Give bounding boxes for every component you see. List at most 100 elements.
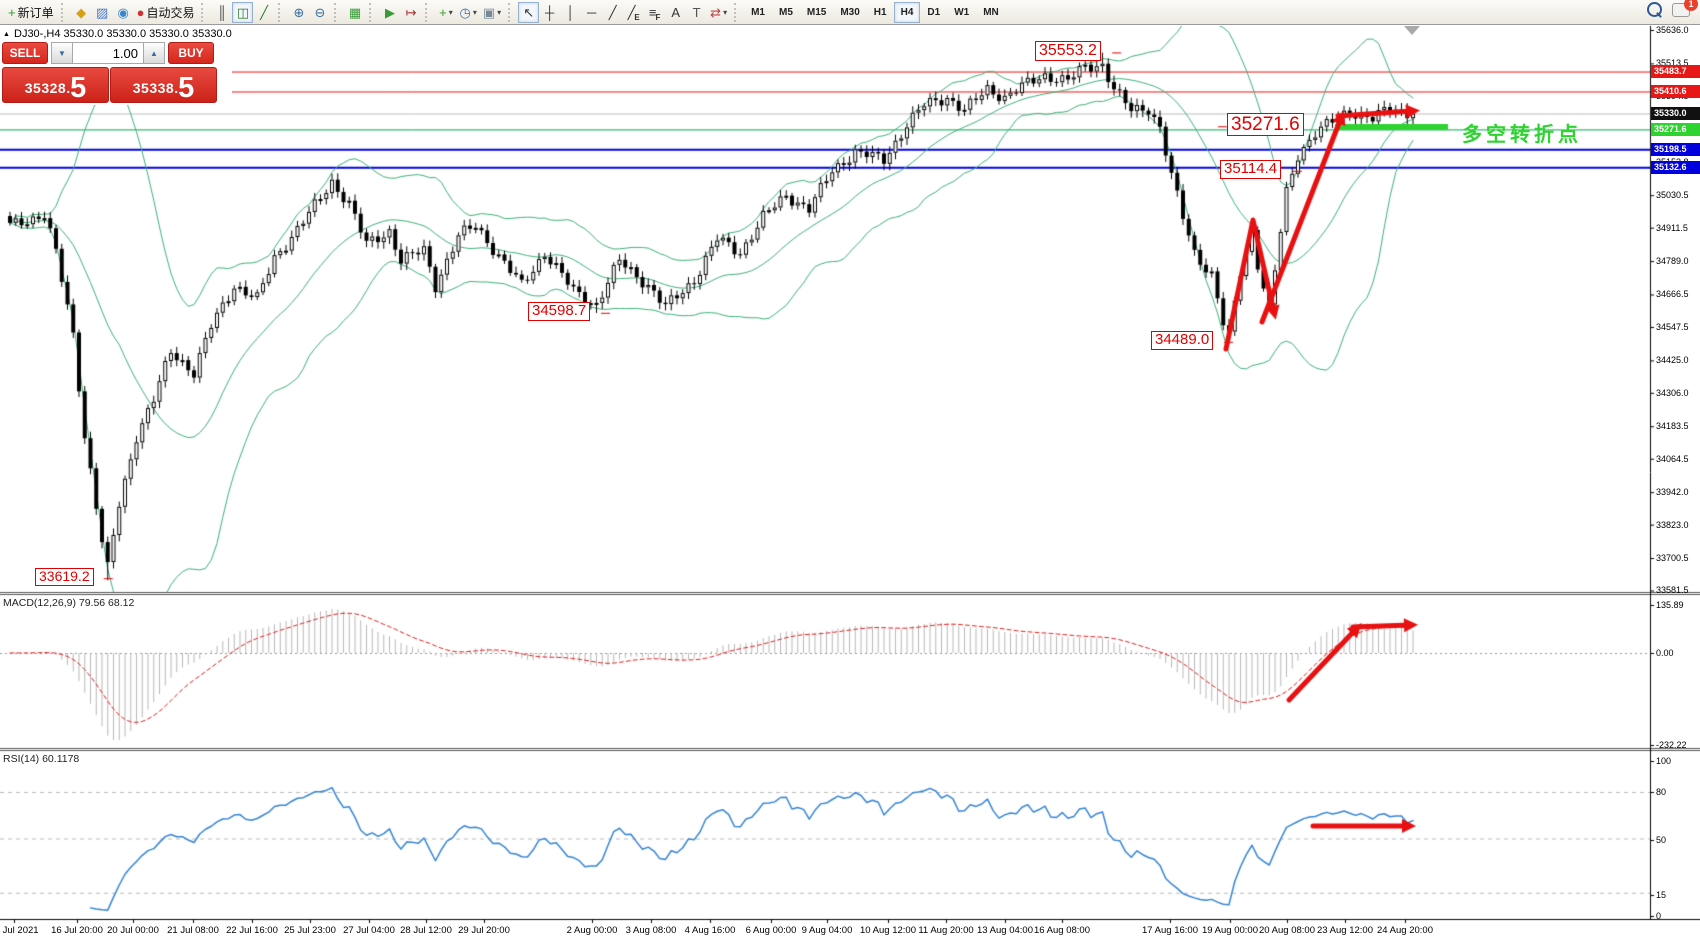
chevron-down-icon[interactable]: ▾ bbox=[448, 7, 453, 17]
time-axis-label: 25 Jul 23:00 bbox=[284, 925, 336, 936]
fibonacci-button[interactable]: ≡ F bbox=[644, 2, 665, 23]
price-axis-tick: 34911.5 bbox=[1656, 222, 1688, 233]
candlestick-chart-button[interactable]: ◫ bbox=[232, 1, 254, 23]
price-axis-tick: 35513.5 bbox=[1656, 58, 1689, 69]
price-axis-tick: 33823.0 bbox=[1656, 519, 1689, 530]
timeframe-m5[interactable]: M5 bbox=[772, 2, 800, 23]
timeframe-d1[interactable]: D1 bbox=[920, 2, 947, 23]
bar-chart-button[interactable]: ║ bbox=[211, 2, 232, 23]
horizontal-line-button[interactable]: ─ bbox=[581, 2, 602, 23]
line-chart-icon: ╱ bbox=[260, 4, 268, 20]
notifications-icon[interactable]: 1 bbox=[1672, 0, 1698, 22]
text-button[interactable]: A bbox=[665, 2, 686, 23]
chart-shift-marker[interactable] bbox=[1404, 26, 1420, 35]
fibonacci-icon: ≡ bbox=[648, 4, 657, 20]
chevron-down-icon[interactable]: ▾ bbox=[497, 7, 502, 17]
toolbar-group: ↖ ┼ │ ─ ╱ ╱ E ≡ F A T ⇄ ▾ bbox=[517, 0, 731, 25]
lot-decrease-button[interactable]: ▼ bbox=[51, 42, 73, 64]
indicators-button[interactable]: + ▾ bbox=[435, 2, 456, 23]
price-level-box: 35198.5 bbox=[1651, 142, 1700, 156]
signals-icon[interactable]: ◉ bbox=[113, 2, 134, 23]
rsi-axis-tick: 50 bbox=[1656, 835, 1667, 845]
tile-windows-button[interactable]: ▦ bbox=[344, 2, 365, 23]
search-icon[interactable] bbox=[1647, 2, 1662, 17]
timeframe-h1[interactable]: H1 bbox=[867, 2, 894, 23]
timeframe-m15[interactable]: M15 bbox=[800, 2, 833, 23]
ask-separator: . bbox=[174, 80, 179, 96]
label-button[interactable]: T bbox=[686, 2, 707, 23]
timeframe-w1[interactable]: W1 bbox=[947, 2, 976, 23]
timeframe-m1[interactable]: M1 bbox=[744, 2, 772, 23]
periods-icon: ◷ bbox=[459, 4, 471, 20]
line-chart-button[interactable]: ╱ bbox=[253, 2, 274, 23]
auto-scroll-button[interactable]: ▶ bbox=[379, 2, 400, 23]
price-level-box: 35410.6 bbox=[1651, 84, 1700, 98]
time-axis-label: 21 Jul 08:00 bbox=[167, 925, 219, 936]
time-axis-label: 20 Aug 08:00 bbox=[1259, 925, 1315, 936]
time-axis-label: 23 Aug 12:00 bbox=[1317, 925, 1373, 936]
vertical-line-icon: │ bbox=[566, 4, 575, 20]
timeframe-h4[interactable]: H4 bbox=[893, 1, 921, 23]
auto-scroll-icon: ▶ bbox=[384, 4, 395, 20]
zoom-in-button[interactable]: ⊕ bbox=[288, 2, 309, 23]
toolbar-group: ▶ ↦ bbox=[378, 0, 422, 25]
periods-button[interactable]: ◷ ▾ bbox=[456, 2, 479, 23]
templates-button[interactable]: ▣ ▾ bbox=[480, 2, 504, 23]
time-axis-label: 11 Aug 20:00 bbox=[918, 925, 974, 936]
cursor-button[interactable]: ↖ bbox=[518, 1, 540, 23]
chevron-down-icon[interactable]: ▾ bbox=[472, 7, 477, 17]
timeframe-mn[interactable]: MN bbox=[976, 2, 1006, 23]
rsi-axis-tick: 100 bbox=[1656, 756, 1672, 766]
time-axis-label: 20 Jul 00:00 bbox=[107, 925, 159, 936]
arrow-tools-icon: ⇄ bbox=[710, 4, 722, 20]
auto-trading-icon: ● bbox=[136, 4, 145, 20]
ask-price[interactable]: 35338. 5 bbox=[110, 67, 217, 103]
macd-axis-tick: -232.22 bbox=[1656, 740, 1687, 750]
price-annotation: 34489.0 bbox=[1151, 331, 1214, 350]
auto-trading-button-label: 自动交易 bbox=[146, 5, 195, 20]
lot-size-value[interactable]: 1.00 bbox=[73, 42, 143, 64]
macd-axis-tick: 0.00 bbox=[1656, 648, 1674, 658]
price-axis-tick: 34064.5 bbox=[1656, 453, 1689, 464]
toolbar: + 新订单 ◆ ▨ ◉ ● 自动交易 ║ ◫ ╱ ⊕ ⊖ ▦ ▶ ↦ + ▾ ◷ ▾ ▣ ▾ ↖ ┼ │ ─ ╱ ╱ E ≡ F A T ⇄ ▾ M… bbox=[0, 0, 1700, 25]
time-axis-label: 4 Aug 16:00 bbox=[684, 925, 736, 936]
crosshair-button[interactable]: ┼ bbox=[539, 2, 560, 23]
time-axis-label: 2 Aug 00:00 bbox=[566, 925, 618, 936]
time-axis-label: 27 Jul 04:00 bbox=[343, 925, 395, 936]
trendline-button[interactable]: ╱ bbox=[602, 2, 623, 23]
rsi-axis-tick: 15 bbox=[1656, 890, 1667, 900]
price-annotation: 34598.7 bbox=[528, 302, 591, 321]
publish-chart-icon[interactable]: ▨ bbox=[92, 2, 113, 23]
vertical-line-button[interactable]: │ bbox=[560, 2, 581, 23]
lot-increase-button[interactable]: ▲ bbox=[143, 42, 165, 64]
rsi-axis-tick: 80 bbox=[1656, 787, 1667, 797]
toolbar-group: ⊕ ⊖ bbox=[287, 0, 331, 25]
new-order-button[interactable]: + 新订单 bbox=[5, 2, 57, 23]
market-watch-icon[interactable]: ◆ bbox=[71, 2, 92, 23]
bid-price[interactable]: 35328. 5 bbox=[2, 67, 109, 103]
equidistant-channel-button[interactable]: ╱ E bbox=[623, 2, 644, 23]
sell-button[interactable]: SELL bbox=[2, 42, 48, 64]
time-axis-label: 15 Jul 2021 bbox=[0, 925, 39, 936]
chevron-down-icon[interactable]: ▾ bbox=[723, 7, 728, 17]
time-axis-label: 22 Jul 16:00 bbox=[226, 925, 278, 936]
indicators-icon: + bbox=[439, 4, 447, 20]
search-icon[interactable] bbox=[1647, 2, 1662, 22]
price-axis-tick: 34666.5 bbox=[1656, 289, 1689, 300]
price-axis-tick: 33942.0 bbox=[1656, 487, 1689, 498]
auto-trading-button[interactable]: ● 自动交易 bbox=[134, 2, 198, 23]
signals-icon-icon: ◉ bbox=[117, 4, 129, 20]
chart-shift-button[interactable]: ↦ bbox=[400, 2, 421, 23]
toolbar-group: ║ ◫ ╱ bbox=[210, 0, 275, 25]
ask-frac: 5 bbox=[178, 72, 195, 104]
timeframe-m30[interactable]: M30 bbox=[833, 2, 866, 23]
time-axis-label: 16 Aug 08:00 bbox=[1034, 925, 1090, 936]
zoom-out-button[interactable]: ⊖ bbox=[309, 2, 330, 23]
arrow-tools-button[interactable]: ⇄ ▾ bbox=[707, 2, 730, 23]
price-annotation: 35553.2 bbox=[1035, 41, 1101, 61]
zoom-in-icon: ⊕ bbox=[293, 4, 305, 20]
buy-button[interactable]: BUY bbox=[168, 42, 214, 64]
time-axis-label: 13 Aug 04:00 bbox=[977, 925, 1033, 936]
price-level-box: 35330.0 bbox=[1651, 106, 1700, 120]
